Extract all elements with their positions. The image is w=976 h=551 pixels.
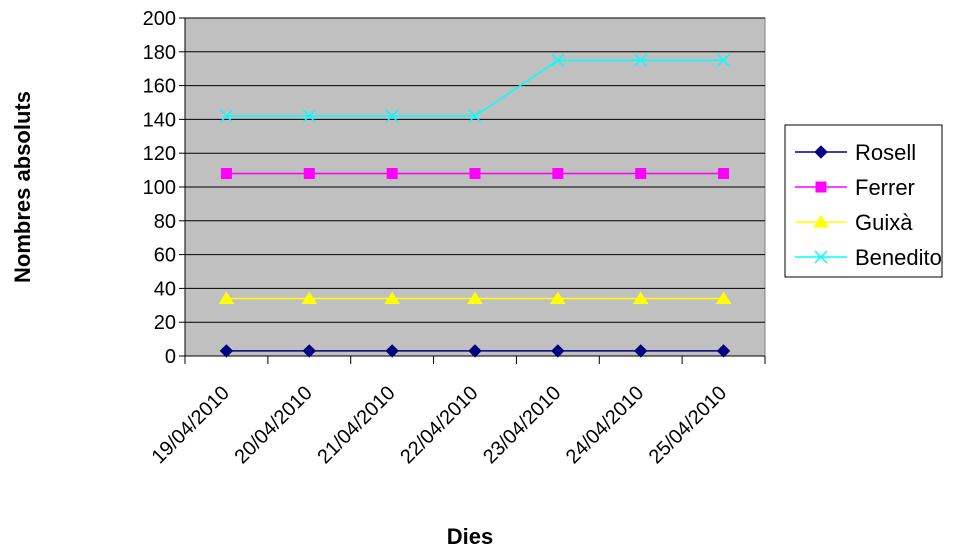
- y-tick-label: 140: [143, 109, 176, 131]
- x-tick-label: 22/04/2010: [396, 382, 482, 468]
- data-point: [302, 344, 316, 358]
- series-guixà: [218, 291, 732, 305]
- legend-item: Rosell: [795, 140, 916, 165]
- data-point: [468, 109, 482, 123]
- y-tick-label: 160: [143, 76, 176, 98]
- data-point-stroke: [385, 109, 399, 123]
- y-tick-label: 40: [154, 278, 176, 300]
- x-tick-label: 23/04/2010: [479, 382, 565, 468]
- legend-item: Benedito: [795, 245, 942, 270]
- data-point: [302, 109, 316, 123]
- data-point: [552, 167, 564, 179]
- y-tick-label: 80: [154, 211, 176, 233]
- data-point: [634, 53, 648, 67]
- x-tick-label: 24/04/2010: [562, 382, 648, 468]
- x-tick-label: 19/04/2010: [148, 382, 234, 468]
- legend-item: Guixà: [795, 210, 913, 235]
- legend-label: Rosell: [855, 140, 916, 165]
- data-point: [715, 291, 732, 305]
- legend-label: Guixà: [855, 210, 913, 235]
- y-tick-label: 180: [143, 42, 176, 64]
- series-group: [218, 53, 732, 358]
- data-point: [303, 167, 315, 179]
- data-point: [467, 291, 483, 305]
- data-point: [385, 109, 399, 123]
- data-point: [551, 53, 565, 67]
- y-axis-title: Nombres absoluts: [10, 91, 35, 283]
- data-point: [219, 109, 233, 123]
- data-point: [301, 291, 318, 305]
- data-point: [634, 344, 648, 358]
- data-point: [632, 291, 649, 305]
- data-point-stroke: [551, 53, 565, 67]
- y-tick-label: 200: [143, 8, 176, 30]
- y-tick-label: 20: [154, 312, 176, 334]
- series-rosell: [219, 344, 731, 358]
- data-point: [815, 181, 827, 193]
- data-point: [468, 344, 482, 358]
- data-point: [218, 291, 235, 305]
- x-axis: 19/04/201020/04/201021/04/201022/04/2010…: [148, 355, 766, 468]
- data-point-stroke: [468, 109, 482, 123]
- data-point: [220, 167, 232, 179]
- series-benedito: [219, 53, 731, 123]
- data-point: [386, 167, 398, 179]
- data-point: [469, 167, 481, 179]
- legend-label: Ferrer: [855, 175, 915, 200]
- y-axis: 0 20 40 60 80 100 120 140 160 180 200: [143, 8, 186, 368]
- x-tick-label: 21/04/2010: [313, 382, 399, 468]
- data-point-stroke: [634, 53, 648, 67]
- legend: Rosell Ferrer Guixà Benedito: [784, 124, 943, 278]
- legend-label: Benedito: [855, 245, 942, 270]
- data-point: [384, 291, 401, 305]
- data-point: [549, 291, 566, 305]
- data-point: [814, 145, 828, 159]
- y-tick-label: 60: [154, 245, 176, 267]
- data-point: [716, 344, 731, 358]
- data-point: [814, 250, 828, 264]
- series-ferrer: [220, 167, 730, 179]
- y-tick-label: 0: [165, 346, 176, 368]
- data-point: [718, 167, 730, 179]
- y-tick-label: 120: [143, 143, 176, 165]
- data-point: [551, 344, 565, 358]
- data-point-stroke: [219, 109, 233, 123]
- legend-box: [784, 124, 943, 278]
- x-tick-label: 25/04/2010: [645, 382, 731, 468]
- x-tick-label: 20/04/2010: [230, 382, 316, 468]
- data-point: [385, 344, 399, 358]
- data-point-stroke: [814, 250, 828, 264]
- legend-item: Ferrer: [795, 175, 915, 200]
- x-axis-title: Dies: [447, 524, 493, 549]
- data-point: [219, 344, 234, 358]
- data-point: [635, 167, 647, 179]
- y-tick-label: 100: [143, 177, 176, 199]
- data-point-stroke: [302, 109, 316, 123]
- data-point: [813, 215, 829, 228]
- data-point-stroke: [717, 53, 731, 67]
- data-point: [717, 53, 731, 67]
